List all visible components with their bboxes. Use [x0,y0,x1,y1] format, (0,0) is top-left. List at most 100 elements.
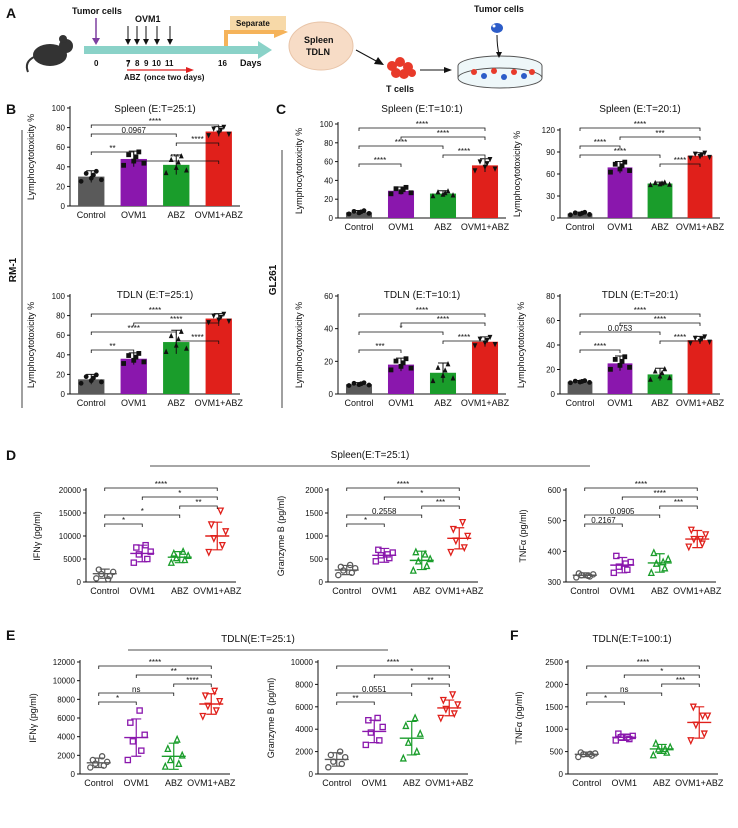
data-point [572,210,578,216]
data-point [612,357,618,362]
data-point [440,191,446,197]
significance-label: ** [171,667,177,676]
data-point [492,341,498,348]
abz-timeline-label: ABZ [124,73,141,82]
data-point [136,351,142,356]
significance-bracket [90,124,220,128]
data-point [330,758,337,765]
culture-dish-icon [457,55,543,89]
x-tick-label: OVM1+ABZ [195,398,244,408]
x-tick-label: OVM1 [129,586,155,596]
data-point [622,159,628,165]
y-tick-label: 20 [546,366,555,375]
day-10: 10 [152,59,161,68]
significance-label: * [660,667,663,676]
data-point [667,374,672,381]
timeline-arrowhead [258,41,272,59]
tumor-cell-icon [491,23,503,58]
significance-bracket [346,523,385,527]
y-tick-label: 500 [550,748,564,757]
data-point [221,124,227,131]
data-point [133,354,139,360]
significance-label: **** [128,324,140,333]
y-tick-label: 300 [548,578,562,587]
x-tick-label: OVM1+ABZ [673,586,722,596]
x-tick-label: ABZ [171,586,189,596]
data-point [662,179,668,185]
x-tick-label: ABZ [651,398,669,408]
y-tick-label: 100 [52,104,66,113]
d-group-title: Spleen(E:T=25:1) [150,450,590,467]
data-point [211,313,217,319]
significance-label: **** [637,658,649,667]
significance-label: * [122,516,125,525]
data-point [393,186,399,192]
y-tick-label: 40 [546,341,555,350]
data-point [447,548,455,557]
data-point [176,335,181,342]
y-tick-label: 80 [324,139,333,148]
x-tick-label: Control [565,222,594,232]
significance-label: *** [676,676,685,685]
data-point [460,544,468,553]
data-point [372,558,380,565]
significance-label: ** [352,694,358,703]
data-point [181,555,189,564]
data-point [650,548,658,557]
significance-label: * [141,507,144,516]
data-point [173,164,179,170]
y-tick-label: 80 [56,124,65,133]
panel-letter-a: A [6,5,16,21]
significance-label: 0.0551 [362,685,387,694]
significance-bracket [358,331,444,335]
data-point [692,721,700,730]
charts-layer: Spleen (E:T=25:1) Lymphocytotoxicity % 0 20… [26,104,725,788]
significance-label: **** [191,135,203,144]
significance-label: **** [437,315,449,324]
data-point [403,356,409,362]
data-point [487,334,493,341]
significance-label: **** [395,138,407,147]
y-tick-label: 40 [324,176,333,185]
data-point [178,153,184,159]
data-point [388,367,394,373]
data-point [210,535,218,543]
data-point [613,552,620,560]
data-point [622,354,628,360]
data-point [702,150,708,156]
x-tick-label: ABZ [165,778,183,788]
data-point [652,179,658,186]
panel-letter-f: F [510,627,519,643]
significance-bracket [358,313,486,317]
data-point [615,730,622,737]
data-point [699,336,705,343]
data-point [176,159,181,165]
data-point [484,161,490,167]
data-point [211,126,217,132]
data-point [341,753,349,761]
t-cells-icon [387,57,416,79]
significance-bracket [584,487,698,491]
data-point [166,755,174,764]
significance-bracket [623,674,700,678]
data-point [663,747,671,756]
x-tick-label: OVM1+ABZ [193,586,242,596]
data-point [127,719,134,726]
x-tick-label: OVM1 [121,398,147,408]
data-point [93,372,99,378]
y-tick-label: 5000 [63,555,81,564]
x-tick-label: OVM1+ABZ [675,778,724,788]
significance-bracket [579,154,661,158]
significance-label: **** [149,306,161,315]
data-point [435,364,441,370]
y-tick-label: 100 [52,292,66,301]
significance-label: **** [186,676,198,685]
significance-bracket [358,145,444,149]
data-point [93,168,99,174]
significance-bracket [98,692,175,696]
x-tick-label: ABZ [653,778,671,788]
data-point [126,152,132,158]
data-point [449,691,457,700]
data-point [201,692,209,701]
x-tick-label: OVM1 [611,778,637,788]
